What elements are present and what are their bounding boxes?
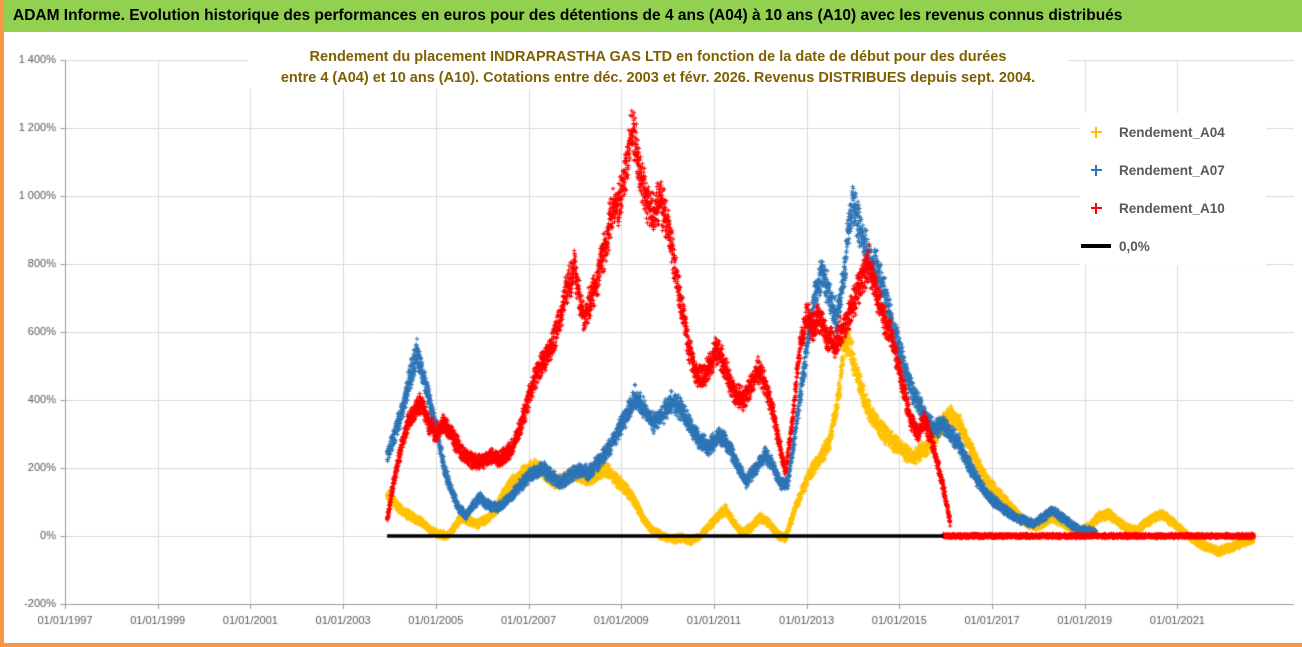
chart-title: Rendement du placement INDRAPRASTHA GAS … (248, 47, 1068, 89)
legend-item-rendement-a10[interactable]: Rendement_A10 (1080, 189, 1266, 227)
line-marker-icon (1081, 244, 1111, 248)
legend-item-rendement-a04[interactable]: Rendement_A04 (1080, 113, 1266, 151)
legend-label-a04: Rendement_A04 (1119, 124, 1225, 140)
banner: ADAM Informe. Evolution historique des p… (4, 0, 1302, 32)
plus-marker-icon (1090, 126, 1102, 138)
legend-label-a07: Rendement_A07 (1119, 162, 1225, 178)
legend-label-zero: 0,0% (1119, 238, 1150, 254)
legend-marker (1080, 126, 1112, 138)
legend-item-rendement-a07[interactable]: Rendement_A07 (1080, 151, 1266, 189)
plus-marker-icon (1090, 202, 1102, 214)
banner-title: ADAM Informe. Evolution historique des p… (13, 7, 1123, 24)
chart-title-line2: entre 4 (A04) et 10 ans (A10). Cotations… (280, 70, 1036, 86)
chart-title-line1: Rendement du placement INDRAPRASTHA GAS … (309, 49, 1007, 65)
legend-item-zero-line[interactable]: 0,0% (1080, 227, 1266, 265)
legend-marker (1080, 244, 1112, 248)
legend-marker (1080, 164, 1112, 176)
legend: Rendement_A04 Rendement_A07 Rendement_A1… (1080, 113, 1266, 265)
plus-marker-icon (1090, 164, 1102, 176)
legend-marker (1080, 202, 1112, 214)
legend-label-a10: Rendement_A10 (1119, 200, 1225, 216)
